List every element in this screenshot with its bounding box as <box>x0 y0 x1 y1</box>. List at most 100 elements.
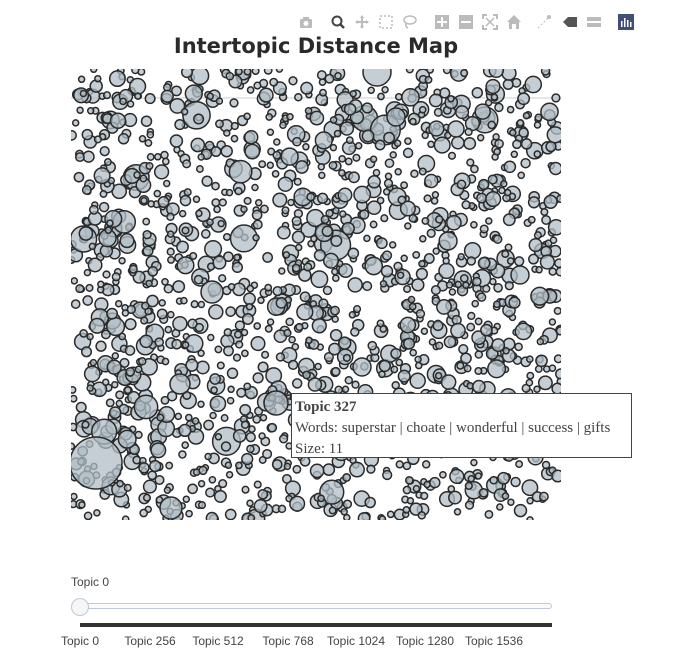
topic-bubble[interactable] <box>515 460 524 469</box>
topic-bubble[interactable] <box>309 110 325 126</box>
topic-bubble[interactable] <box>533 150 542 158</box>
topic-bubble[interactable] <box>470 458 478 467</box>
topic-bubble[interactable] <box>220 414 229 422</box>
topic-bubble[interactable] <box>309 463 325 479</box>
topic-bubble[interactable] <box>418 105 427 114</box>
topic-bubble[interactable] <box>516 119 525 127</box>
topic-bubble[interactable] <box>414 355 422 364</box>
topic-bubble[interactable] <box>160 150 169 160</box>
topic-bubble[interactable] <box>292 136 302 147</box>
topic-bubble[interactable] <box>305 336 313 345</box>
topic-bubble[interactable] <box>554 258 563 269</box>
topic-bubble[interactable] <box>240 205 248 213</box>
topic-bubble[interactable] <box>402 506 411 514</box>
topic-bubble[interactable] <box>426 228 436 238</box>
topic-bubble[interactable] <box>232 353 242 362</box>
topic-bubble[interactable] <box>474 472 483 480</box>
topic-bubble[interactable] <box>369 220 378 229</box>
topic-bubble[interactable] <box>555 368 566 380</box>
topic-bubble[interactable] <box>74 152 85 163</box>
topic-bubble[interactable] <box>102 270 111 279</box>
topic-bubble[interactable] <box>429 476 441 489</box>
topic-bubble[interactable] <box>235 340 244 349</box>
topic-bubble[interactable] <box>286 113 294 121</box>
topic-bubble[interactable] <box>491 338 506 353</box>
topic-bubble[interactable] <box>252 372 264 384</box>
topic-bubble[interactable] <box>460 69 469 78</box>
topic-bubble[interactable] <box>458 343 469 355</box>
topic-bubble[interactable] <box>203 419 215 431</box>
topic-bubble[interactable] <box>99 146 110 157</box>
topic-bubble[interactable] <box>399 316 417 334</box>
topic-bubble[interactable] <box>394 168 402 176</box>
topic-bubble[interactable] <box>211 198 221 208</box>
topic-bubble[interactable] <box>187 318 198 329</box>
lasso-select-icon[interactable] <box>400 12 420 32</box>
topic-bubble[interactable] <box>285 317 295 327</box>
topic-bubble[interactable] <box>174 119 186 131</box>
topic-bubble[interactable] <box>162 179 171 188</box>
topic-bubble[interactable] <box>353 305 362 314</box>
topic-bubble[interactable] <box>500 180 508 188</box>
topic-bubble[interactable] <box>467 311 476 321</box>
topic-bubble[interactable] <box>93 135 102 144</box>
topic-bubble[interactable] <box>435 341 444 350</box>
topic-bubble[interactable] <box>430 197 439 205</box>
topic-bubble[interactable] <box>253 499 268 514</box>
topic-bubble[interactable] <box>492 133 500 141</box>
topic-bubble[interactable] <box>133 171 141 179</box>
topic-bubble[interactable] <box>209 395 227 413</box>
topic-bubble[interactable] <box>223 251 234 263</box>
topic-bubble[interactable] <box>80 346 93 358</box>
topic-bubble[interactable] <box>146 130 155 139</box>
topic-bubble[interactable] <box>234 320 246 331</box>
topic-bubble[interactable] <box>149 459 162 473</box>
topic-bubble[interactable] <box>273 138 281 146</box>
topic-bubble[interactable] <box>195 165 204 173</box>
topic-bubble[interactable] <box>462 281 470 289</box>
topic-bubble[interactable] <box>533 385 541 393</box>
topic-bubble[interactable] <box>195 360 210 375</box>
topic-bubble[interactable] <box>536 337 545 346</box>
topic-bubble[interactable] <box>191 417 200 425</box>
topic-bubble[interactable] <box>353 185 372 204</box>
topic-bubble[interactable] <box>276 225 291 240</box>
topic-bubble[interactable] <box>291 378 303 389</box>
topic-bubble[interactable] <box>405 66 414 74</box>
topic-bubble[interactable] <box>484 509 494 519</box>
topic-bubble[interactable] <box>179 194 192 207</box>
topic-bubble[interactable] <box>236 387 247 398</box>
topic-bubble[interactable] <box>246 86 255 94</box>
topic-bubble[interactable] <box>418 260 426 268</box>
topic-bubble[interactable] <box>350 327 360 337</box>
topic-bubble[interactable] <box>259 413 268 422</box>
topic-bubble[interactable] <box>502 347 510 355</box>
topic-bubble[interactable] <box>153 164 170 180</box>
topic-bubble[interactable] <box>272 285 283 297</box>
topic-bubble[interactable] <box>348 171 360 184</box>
topic-bubble[interactable] <box>357 511 371 524</box>
topic-bubble[interactable] <box>293 177 302 186</box>
topic-bubble[interactable] <box>471 276 482 287</box>
topic-bubble[interactable] <box>251 68 260 76</box>
topic-bubble[interactable] <box>489 475 499 485</box>
topic-bubble[interactable] <box>144 139 153 147</box>
topic-bubble[interactable] <box>369 155 378 163</box>
topic-bubble[interactable] <box>310 235 318 243</box>
topic-bubble[interactable] <box>79 329 88 338</box>
topic-bubble[interactable] <box>138 357 147 366</box>
topic-bubble[interactable] <box>506 257 515 265</box>
topic-bubble[interactable] <box>83 268 92 277</box>
topic-bubble[interactable] <box>197 153 205 161</box>
topic-bubble[interactable] <box>189 251 198 261</box>
topic-bubble[interactable] <box>258 432 266 440</box>
topic-bubble[interactable] <box>190 137 206 153</box>
topic-bubble[interactable] <box>497 471 511 485</box>
topic-bubble[interactable] <box>339 210 347 218</box>
topic-bubble[interactable] <box>142 493 152 502</box>
topic-bubble[interactable] <box>478 178 490 191</box>
topic-bubble[interactable] <box>278 267 286 275</box>
topic-bubble[interactable] <box>382 469 393 481</box>
topic-bubble[interactable] <box>503 188 512 197</box>
topic-bubble[interactable] <box>70 394 78 403</box>
